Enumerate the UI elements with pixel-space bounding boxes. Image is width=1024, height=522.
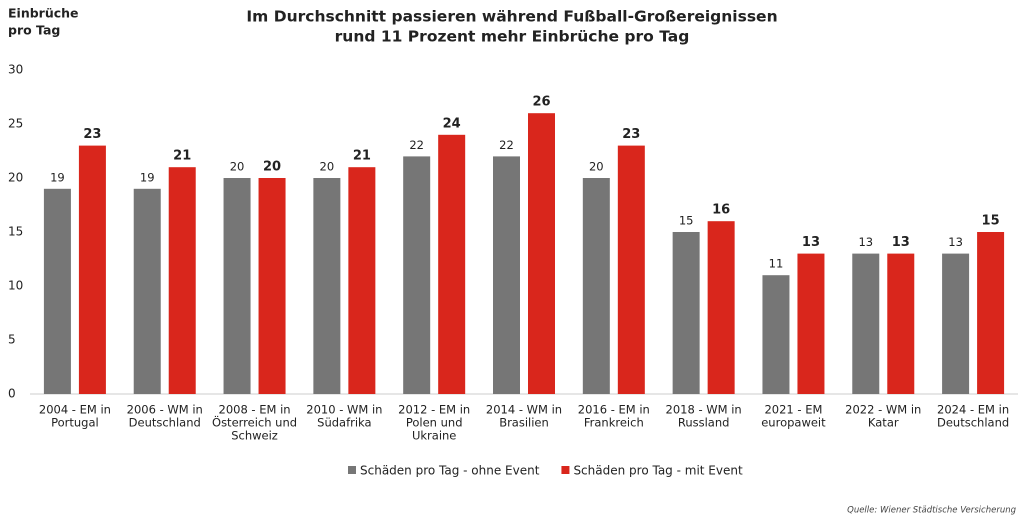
legend-swatch xyxy=(561,466,570,474)
x-tick-label: Polen und xyxy=(406,416,463,430)
value-label: 20 xyxy=(589,160,604,174)
x-tick-label: 2004 - EM in xyxy=(39,403,111,417)
value-label: 19 xyxy=(50,170,65,184)
value-label: 22 xyxy=(499,138,514,152)
bar xyxy=(223,178,251,394)
y-axis-label: pro Tag xyxy=(8,23,60,38)
y-tick-label: 25 xyxy=(8,117,23,131)
bar xyxy=(672,232,700,394)
bar xyxy=(977,232,1005,394)
y-tick-label: 5 xyxy=(8,333,16,347)
value-label: 13 xyxy=(892,235,910,250)
bar xyxy=(133,188,161,394)
x-tick-label: Südafrika xyxy=(317,416,371,430)
bar xyxy=(887,253,915,394)
value-label: 16 xyxy=(712,203,730,218)
chart-title: Im Durchschnitt passieren während Fußbal… xyxy=(246,8,777,26)
y-tick-label: 30 xyxy=(8,63,23,77)
bar xyxy=(348,167,376,394)
x-tick-label: 2008 - EM in xyxy=(219,403,291,417)
x-tick-label: 2016 - EM in xyxy=(578,403,650,417)
x-tick-label: 2024 - EM in xyxy=(937,403,1009,417)
value-label: 23 xyxy=(83,127,101,142)
value-label: 15 xyxy=(982,214,1000,229)
y-tick-label: 15 xyxy=(8,225,23,239)
x-tick-label: Frankreich xyxy=(584,416,644,430)
bar xyxy=(313,178,341,394)
value-label: 11 xyxy=(769,257,784,271)
x-tick-label: Katar xyxy=(868,416,899,430)
chart-title: rund 11 Prozent mehr Einbrüche pro Tag xyxy=(335,28,690,46)
value-label: 15 xyxy=(679,214,694,228)
bar xyxy=(43,188,71,394)
x-tick-label: Österreich und xyxy=(212,414,297,430)
value-label: 13 xyxy=(802,235,820,250)
value-label: 21 xyxy=(173,149,191,164)
y-tick-label: 0 xyxy=(8,387,16,401)
bar xyxy=(707,221,735,394)
x-tick-label: 2010 - WM in xyxy=(306,403,382,417)
x-tick-label: 2021 - EM xyxy=(764,403,822,417)
y-tick-label: 10 xyxy=(8,279,23,293)
x-tick-label: Deutschland xyxy=(129,416,201,430)
bar xyxy=(403,156,431,394)
bar xyxy=(258,178,286,394)
x-tick-label: 2012 - EM in xyxy=(398,403,470,417)
bar xyxy=(78,145,106,394)
y-axis-label: Einbrüche xyxy=(8,6,79,21)
x-tick-label: europaweit xyxy=(761,416,826,430)
x-tick-label: Brasilien xyxy=(499,416,549,430)
value-label: 20 xyxy=(263,160,281,175)
bar xyxy=(528,113,555,394)
bar xyxy=(582,178,610,394)
value-label: 13 xyxy=(948,235,963,249)
x-tick-label: Ukraine xyxy=(412,429,456,443)
x-tick-label: 2006 - WM in xyxy=(127,403,203,417)
x-tick-label: Russland xyxy=(678,416,730,430)
value-label: 13 xyxy=(858,235,873,249)
bar xyxy=(438,134,466,395)
x-tick-label: Deutschland xyxy=(937,416,1009,430)
bar xyxy=(762,275,790,394)
value-label: 20 xyxy=(230,160,245,174)
value-label: 19 xyxy=(140,170,155,184)
value-label: 22 xyxy=(409,138,424,152)
x-tick-label: Portugal xyxy=(51,416,99,430)
value-label: 21 xyxy=(353,149,371,164)
x-tick-label: Schweiz xyxy=(231,429,278,443)
bar xyxy=(617,145,645,394)
x-tick-label: 2022 - WM in xyxy=(845,403,921,417)
legend-label: Schäden pro Tag - ohne Event xyxy=(360,464,540,478)
legend-label: Schäden pro Tag - mit Event xyxy=(573,464,743,478)
value-label: 23 xyxy=(622,127,640,142)
bar xyxy=(852,253,880,394)
value-label: 24 xyxy=(443,116,461,131)
bar xyxy=(493,156,520,394)
value-label: 20 xyxy=(320,160,335,174)
legend-swatch xyxy=(348,466,356,474)
bar xyxy=(797,253,825,394)
x-tick-label: 2018 - WM in xyxy=(666,403,742,417)
source: Quelle: Wiener Städtische Versicherung xyxy=(847,506,1016,516)
value-label: 26 xyxy=(532,95,550,110)
bar xyxy=(168,167,196,394)
y-tick-label: 20 xyxy=(8,171,23,185)
x-tick-label: 2014 - WM in xyxy=(486,403,562,417)
bar xyxy=(942,253,970,394)
